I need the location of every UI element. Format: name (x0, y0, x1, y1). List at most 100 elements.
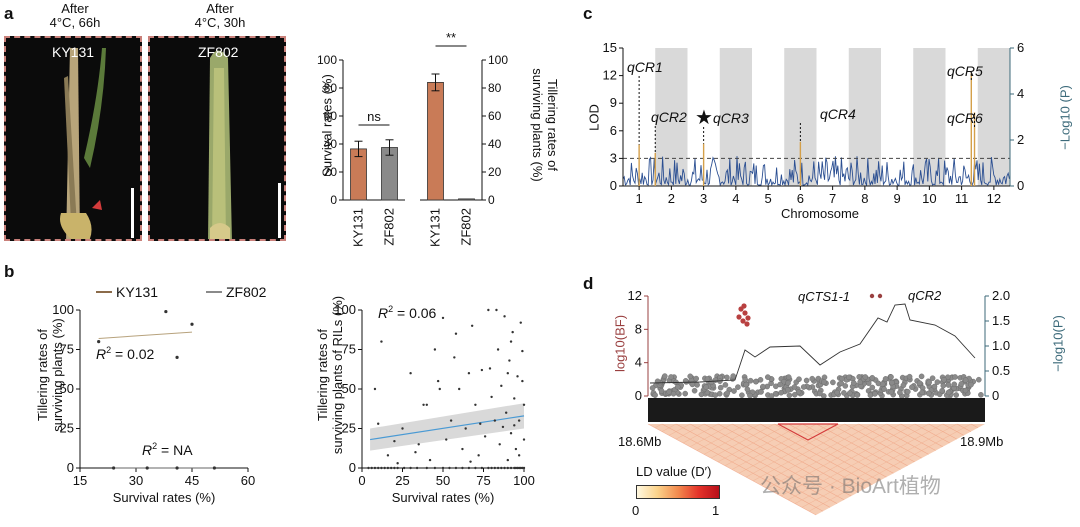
ril-point-zero (367, 466, 370, 470)
association-point (934, 379, 941, 385)
association-point (958, 380, 965, 387)
ld-line (794, 423, 944, 504)
ril-point (498, 443, 501, 446)
d-legend-max: 1 (712, 503, 720, 518)
association-point (909, 384, 915, 391)
x-tick-label: 50 (436, 473, 450, 488)
association-point (931, 383, 938, 390)
ld-line (654, 423, 663, 429)
association-point (747, 392, 753, 399)
association-point (889, 379, 895, 386)
chromosome-label: 4 (732, 191, 739, 206)
y-tick-label: 3 (610, 150, 617, 165)
d-legend-min: 0 (632, 503, 640, 518)
legend-label-ky131: KY131 (116, 284, 158, 300)
ril-point-zero (441, 466, 445, 470)
ril-point-zero (490, 466, 493, 470)
association-point (888, 389, 895, 395)
association-point (952, 374, 958, 380)
association-point (962, 377, 969, 384)
ril-point (396, 462, 399, 465)
association-point (800, 384, 807, 390)
association-point (785, 380, 791, 386)
ril-point (449, 419, 453, 422)
y-tick-label: 40 (488, 137, 502, 151)
ril-point-zero (415, 466, 419, 470)
ril-point-zero (373, 466, 377, 470)
bar-zf802 (458, 198, 475, 201)
x-axis-label: Survival rates (%) (392, 490, 495, 505)
ril-point (433, 348, 437, 351)
y2-tick-label: 2.0 (992, 288, 1010, 303)
ril-point (458, 387, 461, 391)
association-point (968, 381, 974, 388)
chromosome-label: 5 (765, 191, 772, 206)
r2-label: R2 = NA (142, 441, 193, 458)
x-category-label: KY131 (428, 208, 443, 247)
association-point (722, 382, 729, 388)
point-ky131 (164, 309, 168, 314)
significant-point (744, 321, 750, 327)
confidence-band (370, 403, 524, 451)
association-point (662, 373, 668, 379)
association-point (687, 373, 694, 380)
ril-point (495, 308, 498, 312)
association-point (857, 379, 864, 385)
association-point (785, 387, 791, 393)
ril-point (519, 321, 522, 324)
y-tick-label: 15 (603, 40, 617, 55)
point-zf802 (112, 466, 116, 470)
chromosome-shade (719, 48, 752, 186)
y-tick-label: 0 (610, 178, 617, 193)
d-ylabel: log10(BF) (612, 314, 628, 373)
fit-line (370, 415, 525, 441)
panel-b-label: b (4, 262, 15, 281)
point-zf802 (175, 466, 179, 470)
y-tick-label: 50 (60, 381, 74, 396)
ril-point (521, 379, 524, 383)
chromosome-shade (848, 48, 881, 186)
photo-ky131: KY131 (4, 36, 142, 241)
ril-point (501, 425, 505, 429)
association-point (854, 392, 861, 398)
x-category-label: KY131 (351, 208, 366, 247)
qtl-label-qcr5: qCR5 (947, 63, 983, 79)
y-tick-label: 12 (603, 68, 617, 83)
photo-label-ky131: KY131 (52, 44, 95, 60)
y2-tick-label: 0 (1017, 178, 1024, 193)
y-tick-label: 100 (334, 302, 356, 317)
y-tick-label: 0 (635, 388, 642, 403)
association-point (869, 374, 876, 381)
association-point (791, 384, 798, 390)
panel-b-legend: KY131 ZF802 (96, 284, 267, 300)
association-point (682, 390, 689, 397)
star-icon: ★ (695, 107, 713, 129)
ril-point (522, 438, 526, 441)
ril-point (503, 315, 506, 318)
ril-point (508, 359, 511, 362)
ril-point (504, 411, 508, 414)
association-point (978, 391, 984, 398)
ril-point (409, 372, 412, 375)
ril-point-zero (377, 466, 380, 470)
ril-point (453, 356, 456, 359)
association-point (649, 385, 656, 391)
ril-point (401, 427, 404, 430)
ril-point (380, 340, 383, 343)
ld-line (696, 423, 747, 451)
ril-point (516, 375, 519, 378)
panel-c-label: c (583, 4, 593, 23)
association-point (879, 381, 886, 387)
point-ky131 (190, 322, 194, 326)
chromosome-label: 8 (861, 191, 868, 206)
ril-point-zero (467, 466, 471, 470)
association-point (712, 392, 719, 398)
ld-line (774, 423, 880, 482)
chromosome-label: 12 (987, 191, 1001, 206)
x-tick-label: 30 (129, 473, 143, 488)
association-point (708, 379, 715, 386)
ril-point (438, 387, 441, 391)
ril-point (428, 458, 432, 462)
association-point (869, 384, 876, 391)
